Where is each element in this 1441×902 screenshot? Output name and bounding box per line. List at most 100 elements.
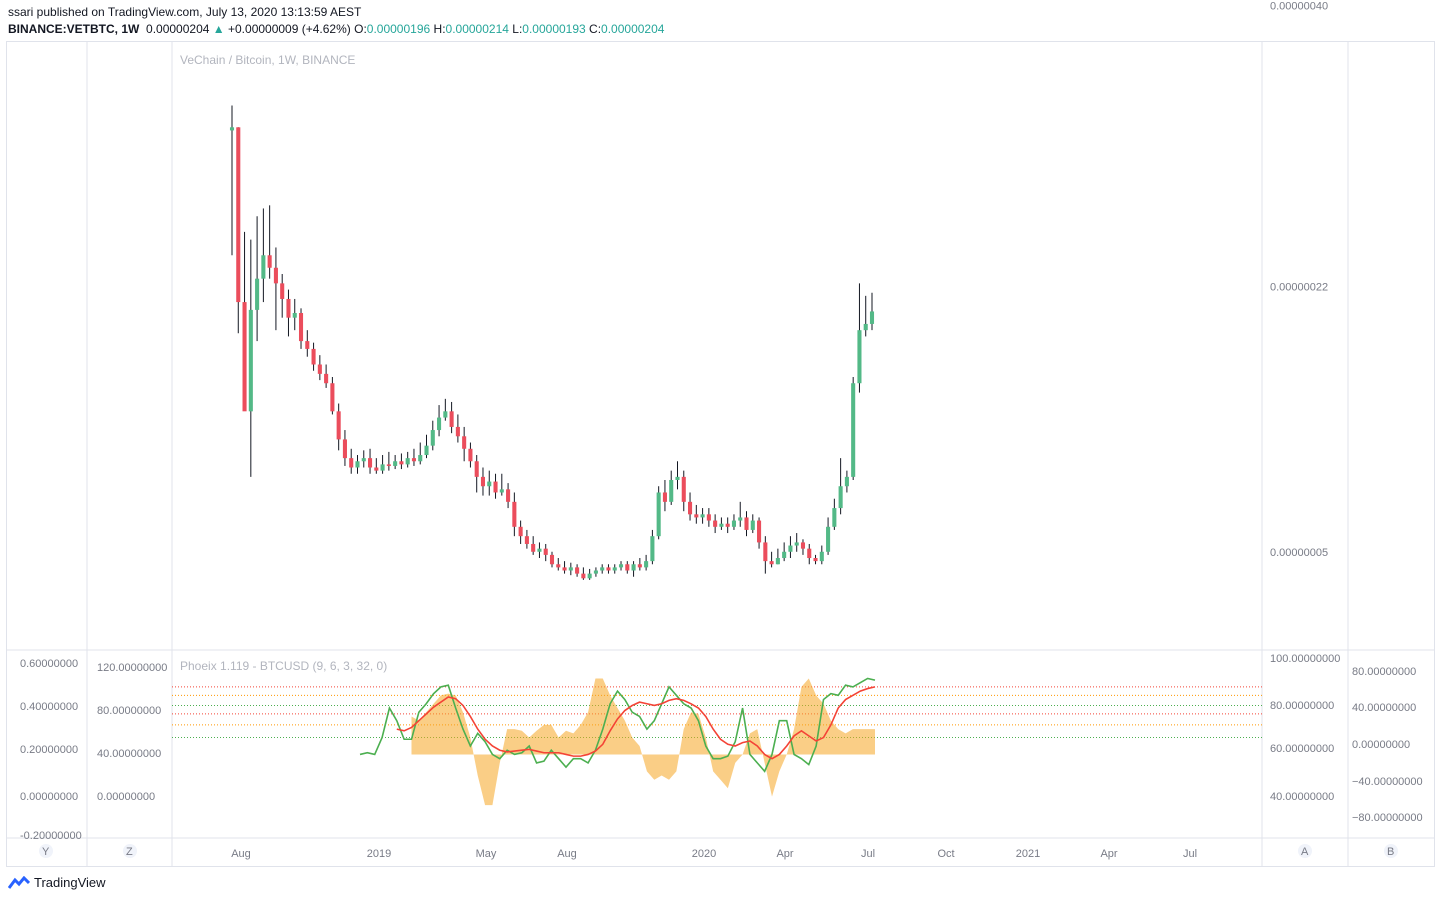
candle-body[interactable] (838, 486, 843, 509)
candle-body[interactable] (543, 548, 548, 555)
candle-body[interactable] (255, 278, 260, 310)
tradingview-logo-text[interactable]: TradingView (34, 875, 106, 890)
candle-body[interactable] (342, 439, 347, 459)
candle-body[interactable] (298, 313, 304, 342)
candle-body[interactable] (719, 523, 724, 527)
candle-body[interactable] (757, 520, 762, 543)
candle-body[interactable] (568, 567, 573, 571)
candle-body[interactable] (744, 517, 749, 530)
candle-body[interactable] (700, 514, 705, 518)
candle-body[interactable] (336, 411, 341, 440)
candle-body[interactable] (443, 411, 448, 418)
candle-body[interactable] (775, 558, 780, 565)
candle-body[interactable] (669, 479, 674, 502)
candle-body[interactable] (317, 364, 322, 374)
candle-body[interactable] (537, 548, 542, 552)
candle-body[interactable] (242, 302, 247, 412)
candle-body[interactable] (311, 348, 316, 365)
candle-body[interactable] (656, 492, 661, 537)
candle-body[interactable] (506, 489, 511, 502)
candle-body[interactable] (386, 464, 391, 466)
candle-body[interactable] (844, 476, 849, 487)
candle-body[interactable] (280, 283, 285, 299)
candle-body[interactable] (600, 567, 605, 571)
candle-body[interactable] (493, 481, 498, 493)
candle-body[interactable] (631, 564, 636, 571)
candle-body[interactable] (763, 542, 768, 562)
candle-body[interactable] (581, 573, 586, 579)
candle-body[interactable] (587, 573, 592, 579)
candle-body[interactable] (869, 311, 875, 324)
candle-body[interactable] (644, 561, 649, 568)
candle-body[interactable] (813, 558, 818, 562)
candle-body[interactable] (750, 520, 755, 530)
candle-body[interactable] (706, 514, 711, 521)
candle-body[interactable] (424, 445, 429, 456)
candle-body[interactable] (788, 545, 793, 552)
candle-body[interactable] (261, 255, 266, 279)
candle-body[interactable] (800, 542, 806, 549)
candle-body[interactable] (531, 543, 536, 552)
candle-body[interactable] (694, 514, 699, 518)
candle-body[interactable] (487, 481, 492, 487)
candle-body[interactable] (480, 476, 486, 487)
candle-body[interactable] (851, 383, 856, 477)
candle-body[interactable] (361, 458, 366, 462)
pane-button-a[interactable] (1298, 844, 1312, 858)
candle-body[interactable] (625, 564, 630, 571)
candle-body[interactable] (863, 323, 868, 331)
pane-button-b[interactable] (1384, 844, 1398, 858)
candle-body[interactable] (675, 476, 680, 480)
candle-body[interactable] (399, 461, 404, 465)
candle-body[interactable] (612, 567, 617, 571)
candle-body[interactable] (832, 508, 837, 527)
candle-body[interactable] (462, 436, 467, 449)
candle-body[interactable] (499, 489, 504, 493)
candle-body[interactable] (575, 567, 580, 574)
candle-body[interactable] (731, 520, 736, 527)
candle-body[interactable] (236, 127, 241, 303)
candle-body[interactable] (437, 417, 442, 431)
candle-body[interactable] (662, 492, 667, 502)
candle-body[interactable] (405, 458, 410, 465)
candle-body[interactable] (411, 458, 416, 462)
candle-body[interactable] (556, 564, 561, 568)
candle-body[interactable] (292, 313, 297, 318)
candle-body[interactable] (857, 330, 862, 384)
candle-body[interactable] (782, 551, 787, 559)
candle-body[interactable] (713, 520, 718, 527)
candle-body[interactable] (468, 448, 473, 462)
candle-body[interactable] (273, 267, 278, 284)
candle-body[interactable] (725, 523, 730, 527)
candle-body[interactable] (512, 501, 517, 527)
candle-body[interactable] (305, 341, 310, 349)
candle-body[interactable] (562, 567, 567, 571)
candle-body[interactable] (449, 411, 454, 427)
candle-body[interactable] (393, 461, 398, 466)
candle-body[interactable] (650, 536, 655, 562)
candle-body[interactable] (455, 426, 460, 437)
candle-body[interactable] (524, 536, 529, 544)
candle-body[interactable] (248, 309, 253, 412)
candle-body[interactable] (380, 464, 385, 471)
candle-body[interactable] (819, 551, 824, 562)
candle-body[interactable] (807, 548, 812, 559)
candle-body[interactable] (324, 373, 329, 384)
candle-body[interactable] (267, 255, 272, 268)
candle-body[interactable] (474, 461, 479, 477)
candle-body[interactable] (368, 458, 373, 468)
candle-body[interactable] (355, 461, 360, 468)
candle-body[interactable] (738, 517, 743, 521)
pane-button-z[interactable] (123, 844, 137, 858)
candle-body[interactable] (606, 567, 611, 571)
pane-button-y[interactable] (39, 844, 53, 858)
candle-body[interactable] (618, 564, 624, 568)
candle-body[interactable] (374, 467, 379, 471)
candle-body[interactable] (418, 455, 423, 462)
candle-body[interactable] (349, 458, 354, 468)
symbol-label[interactable]: BINANCE:VETBTC, 1W (8, 22, 140, 36)
candle-body[interactable] (430, 430, 435, 446)
candle-body[interactable] (286, 298, 291, 318)
candle-body[interactable] (330, 383, 335, 412)
